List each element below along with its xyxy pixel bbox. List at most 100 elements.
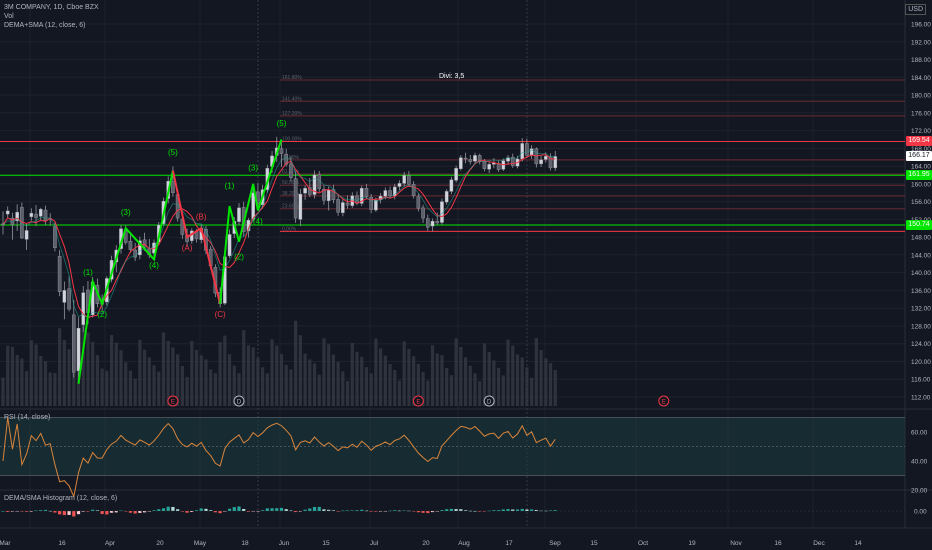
divi-label: Divi: 3,5 xyxy=(439,73,465,80)
histogram-bar xyxy=(430,511,435,513)
wave-label: (C) xyxy=(215,310,226,319)
volume-bar xyxy=(95,355,99,406)
histogram-bar xyxy=(331,510,335,511)
candle-body xyxy=(71,314,76,373)
candle-body xyxy=(544,156,548,160)
volume-bar xyxy=(331,354,335,406)
elliott-wave-annotations: (1) (2) (3) (4) (5) (A) (B) (C) (1) (2) (3) (4) (5) xyxy=(77,119,287,384)
candle-body xyxy=(345,202,350,206)
volume-bar xyxy=(553,370,557,406)
candle xyxy=(293,171,298,223)
histogram-legend[interactable]: DEMA/SMA Histogram (12, close, 6) xyxy=(4,495,118,502)
histogram-bar xyxy=(209,510,213,511)
volume-bar xyxy=(265,373,269,406)
candle-body xyxy=(322,188,326,201)
histogram-bar xyxy=(218,511,222,514)
candle xyxy=(341,199,345,217)
volume-bar xyxy=(473,373,477,406)
wave-label: (5) xyxy=(168,148,178,157)
volume-bar xyxy=(374,338,378,406)
candle xyxy=(454,165,458,183)
price-tag: 161.95 xyxy=(906,170,932,181)
candle xyxy=(444,189,449,205)
wave-label: (1) xyxy=(225,181,235,190)
volume-bar xyxy=(482,343,487,406)
dema-sma-lines xyxy=(2,149,556,319)
volume-bar xyxy=(190,341,194,406)
candle-body xyxy=(279,148,284,154)
candle-body xyxy=(341,202,345,213)
wave-path xyxy=(219,139,283,304)
candle-body xyxy=(298,193,303,220)
histogram-tick-label: 0.00 xyxy=(914,509,927,516)
histogram-bar xyxy=(506,509,510,511)
volume-bar xyxy=(209,369,213,406)
histogram-bar xyxy=(426,511,430,514)
histogram-bar xyxy=(48,510,52,512)
histogram-bar xyxy=(223,511,227,512)
volume-bar xyxy=(109,335,114,406)
histogram-bar xyxy=(109,511,114,513)
price-tick-label: 172.00 xyxy=(911,128,931,135)
volume-bar xyxy=(355,351,359,406)
candle-body xyxy=(303,188,307,194)
rsi-legend[interactable]: RSI (14, close) xyxy=(4,414,51,421)
price-tick-label: 112.00 xyxy=(911,395,931,402)
histogram-bar xyxy=(497,510,501,511)
candle xyxy=(237,202,241,225)
candle-body xyxy=(407,175,411,185)
candle xyxy=(359,185,364,207)
candle-body xyxy=(227,234,232,256)
histogram-bar xyxy=(128,511,133,513)
volume-legend[interactable]: Vol xyxy=(4,13,14,20)
histogram-bar xyxy=(270,508,274,511)
volume-bar xyxy=(525,367,529,406)
volume-bar xyxy=(100,368,104,406)
candle-body xyxy=(359,188,364,204)
fib-label: 38.20% xyxy=(282,191,300,197)
price-tick-label: 124.00 xyxy=(911,341,931,348)
histogram-bar xyxy=(1,511,5,512)
candle xyxy=(426,214,430,231)
candle xyxy=(449,176,454,195)
candle xyxy=(133,242,137,262)
volume-bar xyxy=(194,350,199,406)
price-tick-label: 116.00 xyxy=(911,377,931,384)
histogram-bar xyxy=(242,508,246,511)
volume-bar xyxy=(312,363,317,406)
histogram-bar xyxy=(303,509,307,511)
histogram-bar xyxy=(336,511,340,512)
candle xyxy=(298,188,303,227)
sma-line xyxy=(2,154,556,319)
histogram-bar xyxy=(440,510,444,511)
histogram-bar xyxy=(360,509,364,511)
histogram-bar xyxy=(91,509,95,511)
volume-bar xyxy=(15,355,19,406)
histogram-bar xyxy=(194,510,199,511)
candle xyxy=(477,153,482,165)
histogram-bar xyxy=(133,511,137,514)
histogram-bar xyxy=(72,511,76,517)
histogram-bar xyxy=(176,509,180,511)
symbol-legend[interactable]: 3M COMPANY, 1D, Cboe BZX xyxy=(4,4,99,11)
candle xyxy=(421,204,425,223)
candle-body xyxy=(34,213,38,218)
volume-bar xyxy=(520,357,524,406)
histogram-bar xyxy=(204,508,208,511)
histogram-bar xyxy=(388,510,392,512)
candle-body xyxy=(520,143,524,160)
histogram-bar xyxy=(478,511,482,512)
volume-bar xyxy=(237,373,241,406)
histogram-bar xyxy=(199,508,203,511)
indicator-legend[interactable]: DEMA+SMA (12, close, 6) xyxy=(4,22,86,29)
volume-bar xyxy=(364,367,369,406)
currency-label[interactable]: USD xyxy=(905,4,926,15)
volume-bar xyxy=(397,380,402,406)
candle-body xyxy=(289,163,293,178)
histogram-bar xyxy=(454,509,458,511)
histogram-bar xyxy=(138,511,142,513)
volume-bar xyxy=(58,328,62,406)
volume-bar xyxy=(345,381,350,406)
